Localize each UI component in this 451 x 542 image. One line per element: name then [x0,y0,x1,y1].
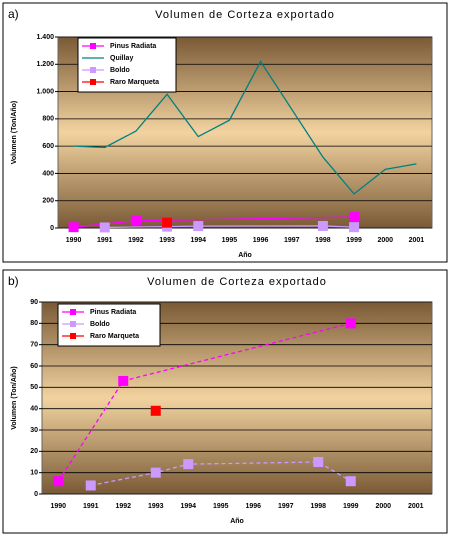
marker [53,476,64,487]
x-tick-label: 1995 [213,503,229,510]
x-tick-label: 1995 [222,237,238,244]
legend-label: Raro Marqueta [90,333,139,340]
x-axis-label: Año [238,252,252,259]
marker [150,467,161,478]
series-line [73,60,417,195]
x-tick-label: 1994 [180,503,196,510]
chart-title: Volumen de Corteza exportado [155,9,335,21]
y-tick-label: 40 [30,406,38,413]
marker [68,222,79,233]
x-tick-label: 1992 [115,503,131,510]
legend-label: Pinus Radiata [110,43,156,50]
marker [85,480,96,491]
x-tick-label: 1993 [148,503,164,510]
y-tick-label: 10 [30,470,38,477]
x-tick-label: 1997 [278,503,294,510]
marker [349,222,360,233]
marker [313,457,324,467]
x-tick-label: 1994 [190,237,206,244]
x-tick-label: 1999 [343,503,359,510]
marker [150,405,161,416]
legend-label: Boldo [90,321,110,328]
marker [118,375,129,386]
y-axis-label: Volumen (Ton/Año) [11,366,18,430]
y-tick-label: 0 [50,225,54,232]
legend-label: Raro Marqueta [110,79,159,86]
marker [183,459,194,470]
marker [162,217,173,228]
y-tick-label: 90 [30,299,38,306]
x-tick-label: 1991 [83,503,99,510]
legend-swatch [90,79,96,85]
legend-swatch [70,321,76,327]
marker [345,476,356,487]
legend-label: Pinus Radiata [90,309,136,316]
legend-swatch [90,43,96,49]
y-tick-label: 0 [34,491,38,498]
y-axis-label: Volumen (Ton/Año) [11,101,18,165]
y-tick-label: 600 [42,143,54,150]
x-tick-label: 1990 [66,237,82,244]
panel-label: b) [8,274,19,288]
x-tick-label: 2000 [377,237,393,244]
y-tick-label: 1.200 [36,61,54,68]
marker [349,212,360,223]
x-tick-label: 1990 [50,503,66,510]
x-tick-label: 1996 [253,237,269,244]
legend-swatch [70,333,76,339]
x-tick-label: 1999 [346,237,362,244]
x-axis-label: Año [230,518,244,525]
y-tick-label: 60 [30,363,38,370]
chart-title: Volumen de Corteza exportado [147,276,327,288]
y-tick-label: 70 [30,342,38,349]
y-tick-label: 30 [30,427,38,434]
marker [130,215,141,226]
marker [317,220,328,231]
y-tick-label: 400 [42,170,54,177]
x-tick-label: 2001 [409,237,425,244]
y-tick-label: 80 [30,320,38,327]
x-tick-label: 1997 [284,237,300,244]
x-tick-label: 2000 [375,503,391,510]
legend-label: Quillay [110,55,133,62]
y-tick-label: 200 [42,198,54,205]
x-tick-label: 1998 [310,503,326,510]
x-tick-label: 1992 [128,237,144,244]
legend-swatch [70,309,76,315]
x-tick-label: 1993 [159,237,175,244]
marker [99,222,110,233]
y-tick-label: 1.000 [36,88,54,95]
y-tick-label: 50 [30,384,38,391]
y-tick-label: 20 [30,448,38,455]
x-tick-label: 1998 [315,237,331,244]
legend-swatch [90,67,96,73]
marker [193,221,204,232]
x-tick-label: 1991 [97,237,113,244]
y-tick-label: 800 [42,116,54,123]
legend-label: Boldo [110,67,130,74]
x-tick-label: 2001 [408,503,424,510]
x-tick-label: 1996 [245,503,261,510]
marker [345,318,356,329]
y-tick-label: 1.400 [36,34,54,41]
panel-label: a) [8,7,19,21]
